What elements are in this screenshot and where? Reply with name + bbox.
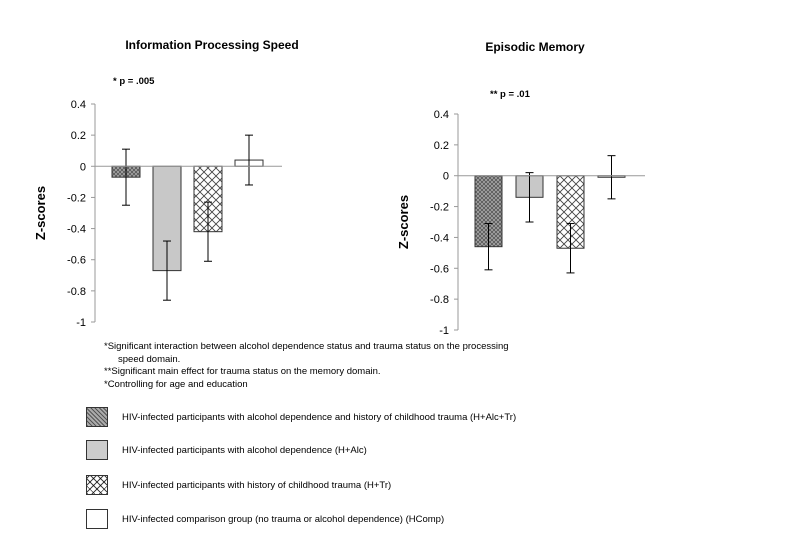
significance-annotation: ** p = .01 [490,89,531,100]
y-tick-label: 0 [80,161,86,173]
significance-annotation: * p = .005 [113,76,155,87]
chart-processing-speed: Information Processing Speed * p = .005 Z-… [33,38,299,329]
y-tick-label: 0.4 [434,109,449,121]
y-tick-label: -0.6 [430,263,449,275]
y-tick-label: -0.2 [430,202,449,214]
chart-episodic-memory: Episodic Memory ** p = .01 Z-scores 0.4 0.2 0… [396,40,645,337]
footnote-main-effect: **Significant main effect for trauma sta… [104,366,381,377]
y-axis-label: Z-scores [396,195,411,249]
y-tick-label: 0 [443,171,449,183]
footnote-interaction: *Significant interaction between alcohol… [104,341,509,352]
y-tick-label: -0.4 [67,224,86,236]
y-tick-label: -0.8 [67,286,86,298]
chart-title: Information Processing Speed [125,38,298,52]
y-tick-label: -0.8 [430,294,449,306]
footnotes: *Significant interaction between alcohol… [104,341,564,391]
y-tick-label: 0.4 [71,99,86,111]
y-axis-label: Z-scores [33,186,48,240]
chart-title: Episodic Memory [485,40,585,54]
footnote-covariates: *Controlling for age and education [104,378,248,390]
y-tick-label: -1 [76,317,86,329]
y-tick-label: -0.4 [430,232,449,244]
y-tick-label: 0.2 [71,130,86,142]
footnote-interaction-cont: speed domain. [118,353,181,365]
y-tick-label: 0.2 [434,140,449,152]
y-tick-label: -0.6 [67,255,86,267]
y-tick-label: -1 [439,325,449,337]
y-tick-label: -0.2 [67,192,86,204]
